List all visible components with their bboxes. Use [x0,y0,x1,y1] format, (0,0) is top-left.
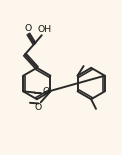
Text: O: O [35,103,42,112]
Text: OH: OH [38,25,52,34]
Text: O: O [43,87,50,96]
Text: O: O [24,24,31,33]
